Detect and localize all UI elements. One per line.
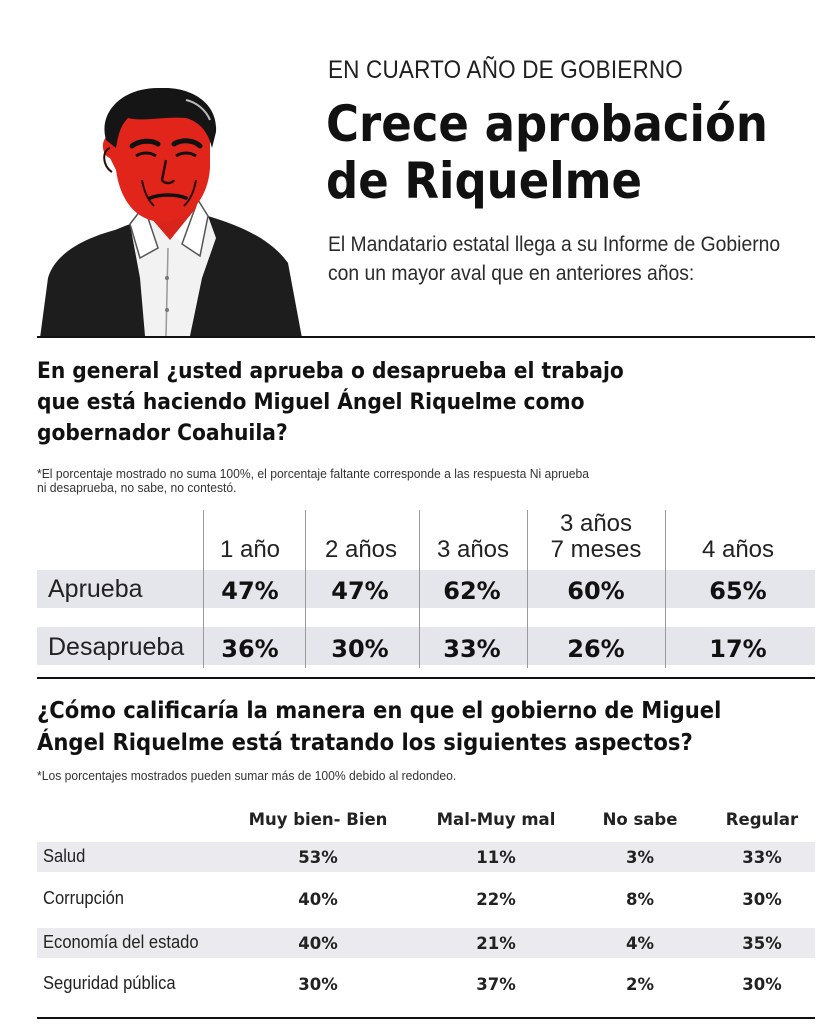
disapproval-row-band xyxy=(37,627,815,665)
question2-title: ¿Cómo calificaría la manera en que el go… xyxy=(37,694,721,758)
column-header-muy-bien-bien: Muy bien- Bien xyxy=(248,810,388,829)
disapproval-value: 33% xyxy=(443,635,501,663)
left-eye xyxy=(135,151,157,158)
rating-value: 35% xyxy=(742,934,782,953)
column-header-3-years-7-months-line1: 3 años xyxy=(559,510,633,537)
cheek-line-right xyxy=(183,179,197,207)
right-eyebrow xyxy=(171,138,203,149)
approval-value: 62% xyxy=(443,577,501,605)
hair-shape xyxy=(104,88,217,148)
column-divider xyxy=(305,510,306,668)
shirt-placket-line xyxy=(165,247,169,337)
rating-value: 53% xyxy=(298,848,338,867)
column-header-3-years-7-months-line2: 7 meses xyxy=(550,536,642,563)
shirt-button xyxy=(165,276,169,280)
shirt-button xyxy=(165,308,169,312)
dek-text: El Mandatario estatal llega a su Informe… xyxy=(328,233,781,285)
economia-row-band xyxy=(37,928,815,958)
rating-value: 33% xyxy=(742,848,782,867)
disapproval-value: 26% xyxy=(567,635,625,663)
column-header-mal-muy-mal: Mal-Muy mal xyxy=(436,810,556,829)
rating-value: 30% xyxy=(742,975,782,994)
disapproval-value: 30% xyxy=(331,635,389,663)
salud-row-band xyxy=(37,842,815,872)
column-header-regular: Regular xyxy=(725,810,799,829)
row-label-seguridad-publica: Seguridad pública xyxy=(43,973,176,993)
mouth-line xyxy=(148,193,188,200)
rating-value: 3% xyxy=(625,848,654,867)
rating-value: 21% xyxy=(476,934,516,953)
shirt-collar-right xyxy=(181,198,209,258)
disapproval-value: 17% xyxy=(709,635,767,663)
kicker-text: EN CUARTO AÑO DE GOBIERNO xyxy=(328,56,683,84)
cheek-line-left xyxy=(141,179,155,207)
rating-value: 22% xyxy=(476,890,516,909)
jacket-shape xyxy=(40,216,302,338)
rating-value: 11% xyxy=(476,848,516,867)
question1-note-line1: *El porcentaje mostrado no suma 100%, el… xyxy=(37,467,590,481)
approval-value: 60% xyxy=(567,577,625,605)
rating-value: 30% xyxy=(298,975,338,994)
row-label-economia-del-estado: Economía del estado xyxy=(43,932,199,952)
column-header-2-years: 2 años xyxy=(324,536,398,563)
row-label-corrupcion: Corrupción xyxy=(43,888,125,908)
approval-value: 47% xyxy=(221,577,279,605)
rating-value: 37% xyxy=(476,975,516,994)
right-eye xyxy=(175,151,197,158)
column-divider xyxy=(203,510,204,668)
disapproval-value: 36% xyxy=(221,635,279,663)
approval-row-band xyxy=(37,570,815,608)
bottom-divider xyxy=(37,1017,815,1019)
row-label-salud: Salud xyxy=(43,846,86,866)
approval-value: 65% xyxy=(709,577,767,605)
ear-shape xyxy=(103,147,113,173)
column-header-no-sabe: No sabe xyxy=(602,810,678,829)
rating-value: 30% xyxy=(742,890,782,909)
question2-line1: ¿Cómo calificaría la manera en que el go… xyxy=(37,696,722,724)
column-header-1-year: 1 año xyxy=(219,536,281,563)
question1-line3: gobernador Coahuila? xyxy=(37,420,288,446)
row-label-desaprueba: Desaprueba xyxy=(48,633,185,661)
hair-highlight xyxy=(185,99,211,121)
rating-value: 40% xyxy=(298,934,338,953)
section-divider xyxy=(37,677,815,679)
headline-line2: de Riquelme xyxy=(326,152,643,210)
headline-line1: Crece aprobación xyxy=(326,95,768,153)
question1-line1: En general ¿usted aprueba o desaprueba e… xyxy=(37,358,624,384)
question1-line2: que está haciendo Miguel Ángel Riquelme … xyxy=(37,389,585,415)
rating-value: 8% xyxy=(625,890,654,909)
rating-value: 4% xyxy=(625,934,654,953)
column-header-4-years: 4 años xyxy=(701,536,775,563)
column-divider xyxy=(527,510,528,668)
rating-value: 40% xyxy=(298,890,338,909)
section-divider xyxy=(37,336,815,338)
column-divider xyxy=(665,510,666,668)
row-label-aprueba: Aprueba xyxy=(48,575,143,603)
question1-note-line2: ni desaprueba, no sabe, no contestó. xyxy=(37,481,237,495)
question2-line2: Ángel Riquelme está tratando los siguien… xyxy=(37,728,693,756)
column-header-3-years: 3 años xyxy=(436,536,510,563)
left-eyebrow xyxy=(129,138,161,149)
column-divider xyxy=(419,510,420,668)
question2-note: *Los porcentajes mostrados pueden sumar … xyxy=(37,769,457,783)
question1-title: En general ¿usted aprueba o desaprueba e… xyxy=(37,356,624,449)
nose-line xyxy=(160,159,176,185)
approval-value: 47% xyxy=(331,577,389,605)
headline: Crece aprobación de Riquelme xyxy=(326,96,768,210)
rating-value: 2% xyxy=(625,975,654,994)
face-shape xyxy=(102,96,210,222)
governor-portrait-illustration xyxy=(40,88,302,338)
